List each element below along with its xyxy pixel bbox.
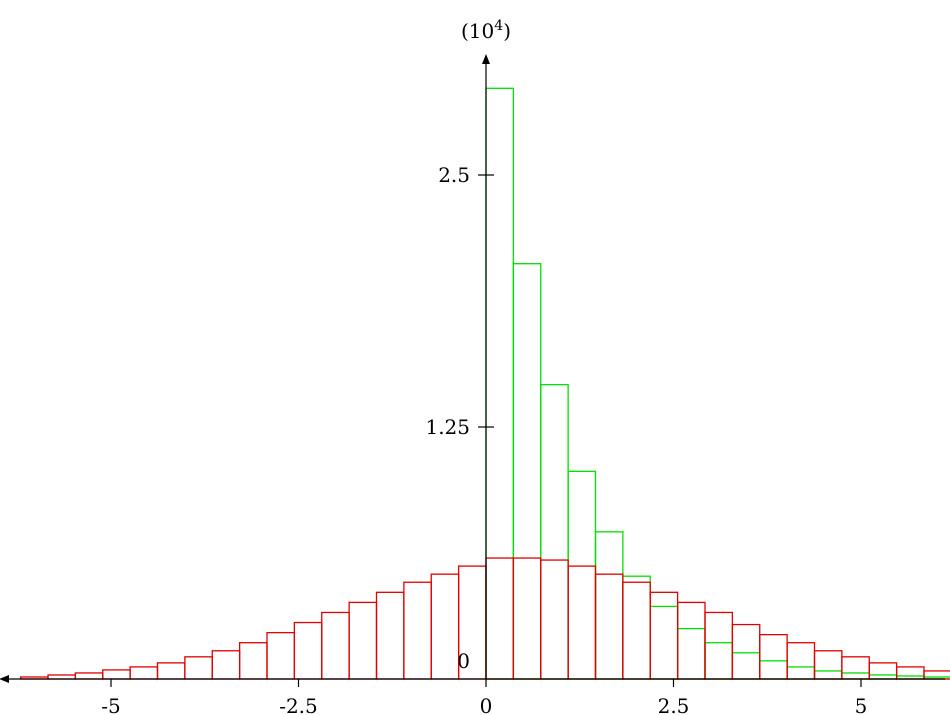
- x-axis-arrow: [0, 675, 9, 683]
- bar: [375, 591, 405, 680]
- x-tick-label: 5: [855, 694, 868, 715]
- y-unit-label: (104): [461, 18, 511, 43]
- bar: [512, 263, 542, 680]
- x-tick-label: 0: [480, 694, 493, 715]
- bar: [211, 650, 241, 680]
- bar: [841, 656, 870, 680]
- bar: [841, 672, 870, 680]
- y-axis-arrow: [482, 54, 490, 64]
- bar: [594, 531, 624, 680]
- bar: [403, 581, 432, 680]
- bar: [567, 565, 597, 680]
- y-unit-label-open: (10: [461, 19, 494, 43]
- bar: [512, 557, 542, 680]
- bar: [74, 672, 104, 680]
- axes: [0, 54, 945, 683]
- bar: [540, 384, 569, 680]
- bar: [895, 666, 925, 680]
- ticks: -5 -2.5 0 2.5 5 0 1.25 2.5: [101, 163, 867, 715]
- y-tick-label: 2.5: [438, 163, 470, 187]
- bar: [731, 652, 761, 680]
- bar: [622, 575, 651, 680]
- bar: [676, 627, 706, 680]
- bar: [731, 623, 761, 680]
- bar: [594, 573, 624, 680]
- bar: [293, 621, 323, 680]
- y-unit-label-close: ): [503, 19, 511, 43]
- bar: [102, 669, 131, 680]
- bar: [156, 662, 186, 680]
- bar: [348, 601, 378, 680]
- bar: [704, 642, 734, 680]
- bar: [321, 611, 350, 680]
- bar: [676, 601, 706, 680]
- x-tick-label: -2.5: [279, 694, 318, 715]
- bar: [786, 666, 816, 680]
- bar: [47, 674, 77, 680]
- bar: [786, 642, 816, 680]
- x-tick-label: -5: [101, 694, 120, 715]
- series-green-bars: [485, 87, 950, 680]
- bar: [868, 662, 898, 680]
- y-tick-label: 1.25: [425, 415, 470, 439]
- bar: [129, 666, 159, 680]
- series-red-bars: [19, 557, 950, 680]
- bar: [813, 650, 843, 680]
- x-tick-label: 2.5: [658, 694, 690, 715]
- bar: [184, 656, 213, 680]
- bar: [485, 87, 515, 680]
- y-unit-label-exponent: 4: [494, 18, 503, 34]
- bar: [622, 581, 651, 680]
- bar: [813, 670, 843, 680]
- bar: [759, 660, 788, 680]
- bar: [430, 573, 460, 680]
- bar: [540, 559, 569, 680]
- bar: [759, 633, 788, 680]
- bar: [649, 591, 679, 680]
- bar: [266, 631, 296, 680]
- bar: [567, 470, 597, 680]
- bar: [649, 605, 679, 680]
- bar: [704, 611, 734, 680]
- y-tick-label: 0: [457, 649, 470, 673]
- bar: [485, 557, 515, 680]
- bar: [238, 642, 268, 680]
- bar: [923, 670, 950, 680]
